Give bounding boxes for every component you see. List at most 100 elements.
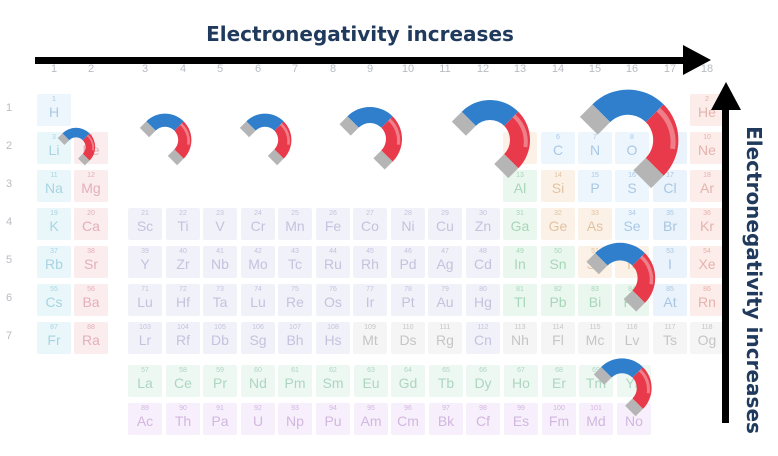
atomic-number: 11: [50, 172, 58, 179]
element-symbol: Re: [286, 294, 304, 310]
element-symbol: Xe: [698, 256, 716, 272]
atomic-number: 22: [179, 210, 187, 217]
element-cell-cs: 55 Cs: [37, 284, 71, 316]
element-cell-nb: 41 Nb: [203, 246, 237, 278]
element-symbol: Sn: [549, 256, 567, 272]
magnet-icon: [539, 51, 717, 229]
atomic-number: 44: [329, 248, 337, 255]
element-symbol: Ar: [700, 180, 714, 196]
atomic-number: 118: [701, 324, 713, 331]
element-cell-ar: 18 Ar: [690, 170, 724, 202]
atomic-number: 14: [554, 172, 562, 179]
element-symbol: Mo: [248, 256, 268, 272]
element-cell-nh: 113 Nh: [503, 322, 537, 354]
atomic-number: 97: [442, 405, 450, 412]
atomic-number: 41: [216, 248, 224, 255]
atomic-number: 74: [254, 286, 262, 293]
element-symbol: Ir: [365, 294, 375, 310]
element-cell-lu: 74 Lu: [241, 284, 275, 316]
atomic-number: 46: [404, 248, 412, 255]
element-symbol: As: [586, 218, 604, 234]
atomic-number: 113: [514, 324, 526, 331]
element-symbol: Rf: [176, 332, 190, 348]
group-label-7: 7: [291, 63, 299, 75]
atomic-number: 2: [705, 96, 709, 103]
element-cell-co: 27 Co: [353, 208, 387, 240]
atomic-number: 71: [141, 286, 149, 293]
atomic-number: 39: [141, 248, 149, 255]
atomic-number: 33: [591, 210, 599, 217]
element-symbol: Mn: [285, 218, 305, 234]
element-cell-pa: 91 Pa: [203, 403, 237, 435]
element-symbol: Eu: [362, 375, 380, 391]
atomic-number: 79: [441, 286, 449, 293]
element-symbol: Ca: [82, 218, 100, 234]
element-symbol: Nh: [511, 332, 529, 348]
atomic-number: 17: [666, 172, 674, 179]
element-symbol: Gd: [398, 375, 418, 391]
group-label-14: 14: [551, 63, 565, 75]
element-symbol: Cu: [436, 218, 454, 234]
element-symbol: Md: [586, 413, 606, 429]
element-cell-zr: 40 Zr: [166, 246, 200, 278]
element-cell-cu: 29 Cu: [428, 208, 462, 240]
group-label-8: 8: [329, 63, 337, 75]
element-symbol: Tl: [514, 294, 526, 310]
element-cell-ir: 77 Ir: [353, 284, 387, 316]
atomic-number: 95: [367, 405, 375, 412]
element-symbol: Ne: [698, 142, 716, 158]
element-cell-kr: 36 Kr: [690, 208, 724, 240]
element-cell-lr: 103 Lr: [128, 322, 162, 354]
element-symbol: Pm: [284, 375, 306, 391]
element-symbol: Co: [361, 218, 379, 234]
atomic-number: 85: [666, 286, 674, 293]
element-symbol: Ni: [401, 218, 415, 234]
atomic-number: 61: [291, 367, 299, 374]
element-cell-pd: 46 Pd: [391, 246, 425, 278]
element-symbol: Rh: [361, 256, 379, 272]
element-symbol: C: [552, 142, 564, 158]
magnet-icon: [419, 69, 560, 210]
element-cell-ru: 44 Ru: [316, 246, 350, 278]
element-cell-pb: 82 Pb: [541, 284, 575, 316]
element-cell-ac: 89 Ac: [128, 403, 162, 435]
atomic-number: 37: [50, 248, 58, 255]
atomic-number: 93: [291, 405, 299, 412]
element-symbol: Cd: [474, 256, 492, 272]
element-cell-i: 53 I: [653, 246, 687, 278]
period-label-6: 6: [5, 292, 13, 304]
period-label-1: 1: [5, 102, 13, 114]
atomic-number: 26: [329, 210, 337, 217]
element-cell-se: 34 Se: [615, 208, 649, 240]
element-symbol: I: [668, 256, 672, 272]
element-symbol: Mt: [362, 332, 378, 348]
element-symbol: O: [626, 142, 638, 158]
atomic-number: 99: [517, 405, 525, 412]
element-symbol: Fr: [47, 332, 61, 348]
element-symbol: Os: [324, 294, 342, 310]
element-cell-k: 19 K: [37, 208, 71, 240]
element-symbol: Pd: [399, 256, 417, 272]
element-symbol: Cf: [476, 413, 490, 429]
element-cell-bh: 107 Bh: [278, 322, 312, 354]
element-symbol: P: [590, 180, 600, 196]
element-cell-fr: 87 Fr: [37, 322, 71, 354]
atomic-number: 92: [254, 405, 262, 412]
element-symbol: Nb: [211, 256, 229, 272]
atomic-number: 30: [479, 210, 487, 217]
element-symbol: Ce: [174, 375, 192, 391]
element-cell-rh: 45 Rh: [353, 246, 387, 278]
element-symbol: No: [625, 413, 643, 429]
element-cell-mc: 115 Mc: [578, 322, 612, 354]
element-cell-pt: 78 Pt: [391, 284, 425, 316]
atomic-number: 48: [479, 248, 487, 255]
element-cell-sc: 21 Sc: [128, 208, 162, 240]
element-cell-sn: 50 Sn: [541, 246, 575, 278]
atomic-number: 20: [87, 210, 95, 217]
atomic-number: 117: [664, 324, 676, 331]
element-symbol: Np: [286, 413, 304, 429]
element-cell-au: 79 Au: [428, 284, 462, 316]
element-symbol: Cs: [45, 294, 63, 310]
